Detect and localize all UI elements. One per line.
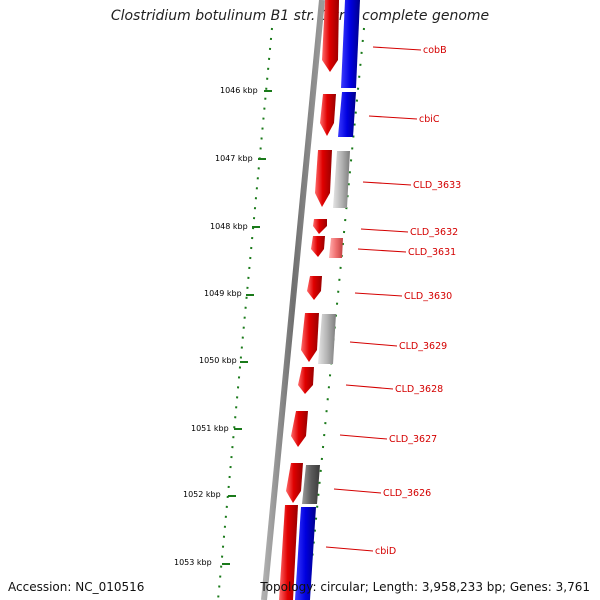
gene-arrow-cld-3633 (315, 150, 332, 207)
scale-labels: 1046 kbp 1047 kbp 1048 kbp 1049 kbp 1050… (174, 86, 258, 567)
gene-label: cbiC (419, 114, 440, 125)
leader-line (345, 384, 394, 390)
gene-label: CLD_3630 (404, 291, 452, 302)
leader-line (362, 181, 412, 186)
feature-bar-cld-3626 (302, 465, 320, 504)
scale-tick-label: 1050 kbp (199, 356, 237, 365)
cds-bar-cbic (338, 92, 356, 137)
leader-line (368, 115, 418, 120)
gene-arrow-cbid (279, 505, 298, 600)
gene-arrow-cld-3632 (313, 219, 327, 234)
gene-arrow-cld-3630 (307, 276, 322, 300)
feature-bar-cld-3633 (333, 151, 350, 208)
scale-tick-label: 1053 kbp (174, 558, 212, 567)
leader-line (354, 292, 403, 297)
gene-arrow-cld-3629 (301, 313, 319, 362)
gene-label: CLD_3627 (389, 434, 437, 445)
gene-label: CLD_3629 (399, 341, 447, 352)
leader-line (360, 228, 409, 233)
scale-tick-label: 1051 kbp (191, 424, 229, 433)
leader-line (339, 434, 388, 440)
gene-arrow-cld-3628 (298, 367, 314, 394)
leader-line (349, 341, 398, 347)
gene-label: CLD_3631 (408, 247, 456, 258)
outer-ruler (311, 27, 365, 561)
gene-arrow-cld-3627 (291, 411, 308, 447)
scale-line (217, 27, 273, 600)
leader-line (372, 46, 422, 51)
scale-tick-label: 1052 kbp (183, 490, 221, 499)
genome-backbone (261, 0, 325, 600)
gene-label: CLD_3632 (410, 227, 458, 238)
scale-ticks (222, 90, 272, 565)
gene-label: CLD_3628 (395, 384, 443, 395)
forward-strand-genes (279, 0, 339, 600)
topology-text: Topology: circular; Length: 3,958,233 bp… (260, 580, 590, 594)
cds-bar-cobb (341, 0, 360, 88)
scale-tick-label: 1047 kbp (215, 154, 253, 163)
gene-label: cobB (423, 45, 447, 56)
gene-arrow-cbic (320, 94, 336, 136)
leader-line (333, 488, 382, 494)
scale-tick-label: 1046 kbp (220, 86, 258, 95)
leader-line (357, 248, 407, 253)
scale-tick-label: 1048 kbp (210, 222, 248, 231)
gene-arrow-cld-3626 (286, 463, 303, 503)
gene-label: cbiD (375, 546, 396, 557)
scale-tick-label: 1049 kbp (204, 289, 242, 298)
gene-arrow-cld-3631 (311, 236, 325, 257)
gene-arrow-cobb (322, 0, 339, 72)
accession-text: Accession: NC_010516 (8, 580, 145, 594)
gene-label: CLD_3626 (383, 488, 431, 499)
gene-labels: cobB cbiC CLD_3633 CLD_3632 CLD_3631 CLD… (375, 45, 461, 557)
map-title: Clostridium botulinum B1 str. Okra, comp… (110, 8, 490, 24)
feature-bar-cld-3629 (318, 314, 336, 364)
cds-bar-cbid (295, 507, 316, 600)
feature-bar-cld-3631 (329, 238, 343, 258)
leader-line (325, 546, 374, 552)
label-leaders (325, 46, 422, 552)
gene-label: CLD_3633 (413, 180, 461, 191)
cds-features (295, 0, 360, 600)
